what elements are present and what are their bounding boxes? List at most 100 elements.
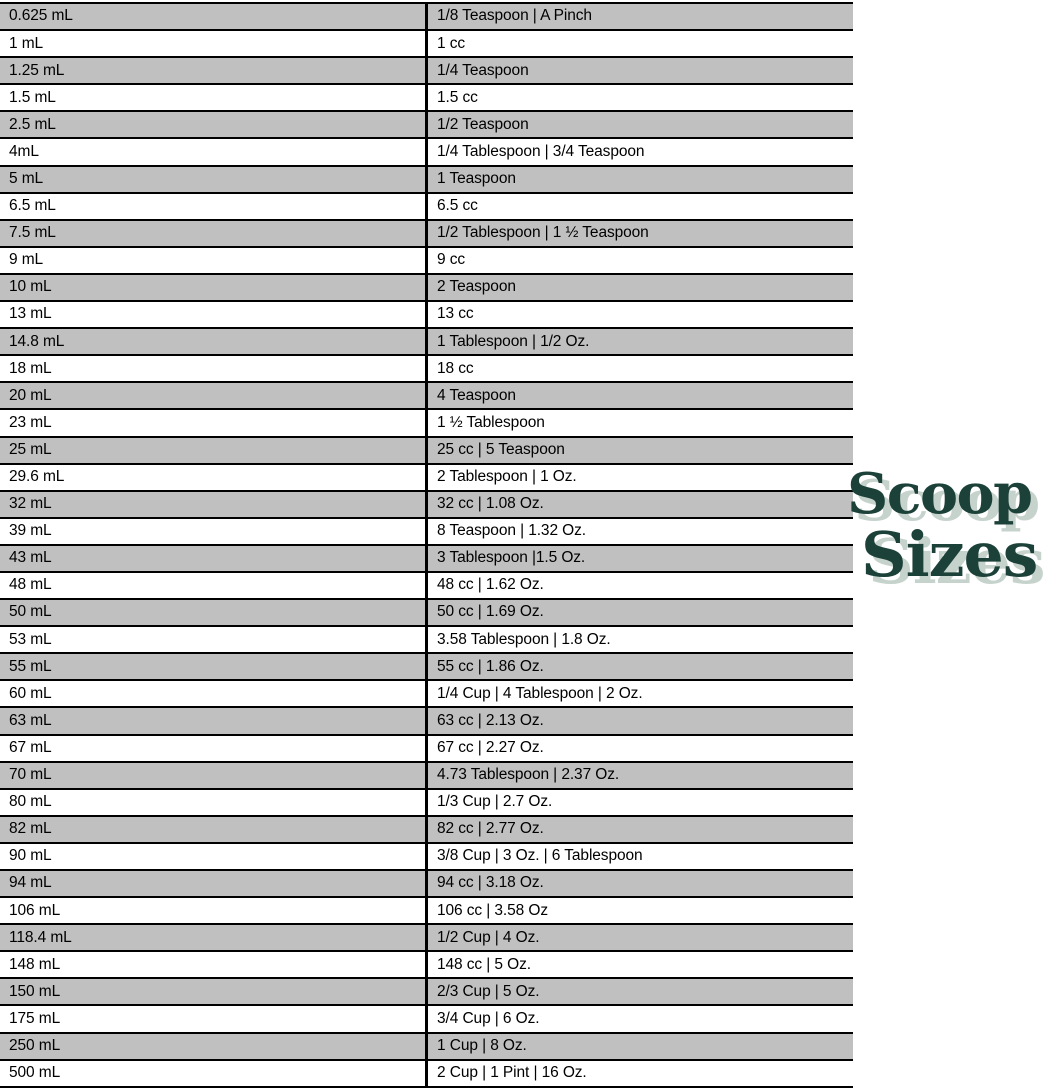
table-row: 500 mL 2 Cup | 1 Pint | 16 Oz. bbox=[0, 1058, 853, 1088]
table-row: 63 mL 63 cc | 2.13 Oz. bbox=[0, 706, 853, 736]
cell-milliliters: 53 mL bbox=[0, 625, 427, 655]
cell-equivalent: 3/4 Cup | 6 Oz. bbox=[425, 1004, 853, 1034]
table-row: 94 mL 94 cc | 3.18 Oz. bbox=[0, 868, 853, 899]
cell-equivalent: 1 Cup | 8 Oz. bbox=[425, 1031, 853, 1061]
cell-milliliters: 67 mL bbox=[0, 733, 427, 763]
cell-milliliters: 14.8 mL bbox=[0, 327, 427, 357]
cell-equivalent: 94 cc | 3.18 Oz. bbox=[425, 868, 853, 899]
table-row: 10 mL 2 Teaspoon bbox=[0, 272, 853, 303]
cell-equivalent: 55 cc | 1.86 Oz. bbox=[425, 652, 853, 682]
table-body: 0.625 mL 1/8 Teaspoon | A Pinch 1 mL 1 cc 1.… bbox=[0, 1, 853, 1088]
cell-milliliters: 20 mL bbox=[0, 381, 427, 411]
cell-equivalent: 82 cc | 2.77 Oz. bbox=[425, 814, 853, 844]
table-row: 67 mL 67 cc | 2.27 Oz. bbox=[0, 733, 853, 763]
cell-milliliters: 70 mL bbox=[0, 760, 427, 790]
cell-equivalent: 1/2 Tablespoon | 1 ½ Teaspoon bbox=[425, 218, 853, 248]
table-row: 175 mL 3/4 Cup | 6 Oz. bbox=[0, 1004, 853, 1034]
table-row: 50 mL 50 cc | 1.69 Oz. bbox=[0, 598, 853, 628]
table-row: 18 mL 18 cc bbox=[0, 354, 853, 384]
cell-equivalent: 1.5 cc bbox=[425, 83, 853, 113]
cell-equivalent: 2 Cup | 1 Pint | 16 Oz. bbox=[425, 1058, 853, 1088]
table-row: 1 mL 1 cc bbox=[0, 29, 853, 59]
cell-milliliters: 5 mL bbox=[0, 164, 427, 194]
cell-milliliters: 63 mL bbox=[0, 706, 427, 736]
cell-equivalent: 1/2 Teaspoon bbox=[425, 110, 853, 140]
cell-equivalent: 1 cc bbox=[425, 29, 853, 59]
cell-equivalent: 1 Tablespoon | 1/2 Oz. bbox=[425, 327, 853, 357]
cell-milliliters: 43 mL bbox=[0, 543, 427, 573]
cell-equivalent: 2/3 Cup | 5 Oz. bbox=[425, 977, 853, 1007]
cell-milliliters: 39 mL bbox=[0, 516, 427, 546]
cell-milliliters: 175 mL bbox=[0, 1004, 427, 1034]
cell-equivalent: 1 Teaspoon bbox=[425, 164, 853, 194]
logo-line-sizes: Sizes bbox=[861, 518, 1038, 591]
cell-equivalent: 3/8 Cup | 3 Oz. | 6 Tablespoon bbox=[425, 841, 853, 872]
cell-equivalent: 1/4 Cup | 4 Tablespoon | 2 Oz. bbox=[425, 679, 853, 709]
table-row: 53 mL 3.58 Tablespoon | 1.8 Oz. bbox=[0, 625, 853, 655]
scoop-size-conversion-table: 0.625 mL 1/8 Teaspoon | A Pinch 1 mL 1 cc 1.… bbox=[0, 1, 853, 1088]
cell-milliliters: 25 mL bbox=[0, 435, 427, 465]
cell-milliliters: 80 mL bbox=[0, 787, 427, 817]
cell-equivalent: 8 Teaspoon | 1.32 Oz. bbox=[425, 516, 853, 546]
table-row: 90 mL 3/8 Cup | 3 Oz. | 6 Tablespoon bbox=[0, 841, 853, 872]
cell-equivalent: 4.73 Tablespoon | 2.37 Oz. bbox=[425, 760, 853, 790]
cell-milliliters: 250 mL bbox=[0, 1031, 427, 1061]
table-row: 48 mL 48 cc | 1.62 Oz. bbox=[0, 570, 853, 601]
cell-equivalent: 1/8 Teaspoon | A Pinch bbox=[425, 1, 853, 32]
table-row: 82 mL 82 cc | 2.77 Oz. bbox=[0, 814, 853, 844]
cell-milliliters: 1.5 mL bbox=[0, 83, 427, 113]
table-row: 60 mL 1/4 Cup | 4 Tablespoon | 2 Oz. bbox=[0, 679, 853, 709]
cell-milliliters: 60 mL bbox=[0, 679, 427, 709]
logo-line-scoop: Scoop bbox=[847, 461, 1033, 527]
cell-milliliters: 13 mL bbox=[0, 300, 427, 330]
cell-equivalent: 25 cc | 5 Teaspoon bbox=[425, 435, 853, 465]
cell-milliliters: 18 mL bbox=[0, 354, 427, 384]
cell-equivalent: 1 ½ Tablespoon bbox=[425, 408, 853, 438]
cell-milliliters: 50 mL bbox=[0, 598, 427, 628]
table-row: 70 mL 4.73 Tablespoon | 2.37 Oz. bbox=[0, 760, 853, 790]
cell-equivalent: 3.58 Tablespoon | 1.8 Oz. bbox=[425, 625, 853, 655]
table-row: 55 mL 55 cc | 1.86 Oz. bbox=[0, 652, 853, 682]
cell-milliliters: 1 mL bbox=[0, 29, 427, 59]
cell-equivalent: 50 cc | 1.69 Oz. bbox=[425, 598, 853, 628]
cell-equivalent: 67 cc | 2.27 Oz. bbox=[425, 733, 853, 763]
cell-equivalent: 3 Tablespoon |1.5 Oz. bbox=[425, 543, 853, 573]
cell-milliliters: 7.5 mL bbox=[0, 218, 427, 248]
cell-equivalent: 2 Teaspoon bbox=[425, 272, 853, 303]
cell-equivalent: 1/3 Cup | 2.7 Oz. bbox=[425, 787, 853, 817]
cell-equivalent: 2 Tablespoon | 1 Oz. bbox=[425, 462, 853, 492]
cell-equivalent: 48 cc | 1.62 Oz. bbox=[425, 570, 853, 601]
table-row: 43 mL 3 Tablespoon |1.5 Oz. bbox=[0, 543, 853, 573]
table-row: 150 mL 2/3 Cup | 5 Oz. bbox=[0, 977, 853, 1007]
table-row: 7.5 mL 1/2 Tablespoon | 1 ½ Teaspoon bbox=[0, 218, 853, 248]
table-row: 106 mL 106 cc | 3.58 Oz bbox=[0, 896, 853, 926]
table-row: 148 mL 148 cc | 5 Oz. bbox=[0, 950, 853, 980]
table-row: 250 mL 1 Cup | 8 Oz. bbox=[0, 1031, 853, 1061]
cell-milliliters: 48 mL bbox=[0, 570, 427, 601]
table-row: 5 mL 1 Teaspoon bbox=[0, 164, 853, 194]
table-row: 4mL 1/4 Tablespoon | 3/4 Teaspoon bbox=[0, 137, 853, 167]
cell-milliliters: 94 mL bbox=[0, 868, 427, 899]
cell-equivalent: 18 cc bbox=[425, 354, 853, 384]
cell-milliliters: 148 mL bbox=[0, 950, 427, 980]
cell-equivalent: 148 cc | 5 Oz. bbox=[425, 950, 853, 980]
cell-milliliters: 6.5 mL bbox=[0, 191, 427, 221]
table-row: 1.25 mL 1/4 Teaspoon bbox=[0, 56, 853, 86]
cell-milliliters: 500 mL bbox=[0, 1058, 427, 1088]
cell-milliliters: 4mL bbox=[0, 137, 427, 167]
table-row: 2.5 mL 1/2 Teaspoon bbox=[0, 110, 853, 140]
cell-equivalent: 1/4 Teaspoon bbox=[425, 56, 853, 86]
table-row: 80 mL 1/3 Cup | 2.7 Oz. bbox=[0, 787, 853, 817]
cell-milliliters: 150 mL bbox=[0, 977, 427, 1007]
table-row: 9 mL 9 cc bbox=[0, 245, 853, 275]
cell-milliliters: 0.625 mL bbox=[0, 1, 427, 32]
cell-milliliters: 32 mL bbox=[0, 489, 427, 519]
cell-milliliters: 90 mL bbox=[0, 841, 427, 872]
cell-equivalent: 13 cc bbox=[425, 300, 853, 330]
cell-milliliters: 9 mL bbox=[0, 245, 427, 275]
cell-equivalent: 1/2 Cup | 4 Oz. bbox=[425, 923, 853, 953]
table-row: 20 mL 4 Teaspoon bbox=[0, 381, 853, 411]
cell-milliliters: 82 mL bbox=[0, 814, 427, 844]
cell-equivalent: 106 cc | 3.58 Oz bbox=[425, 896, 853, 926]
cell-milliliters: 29.6 mL bbox=[0, 462, 427, 492]
